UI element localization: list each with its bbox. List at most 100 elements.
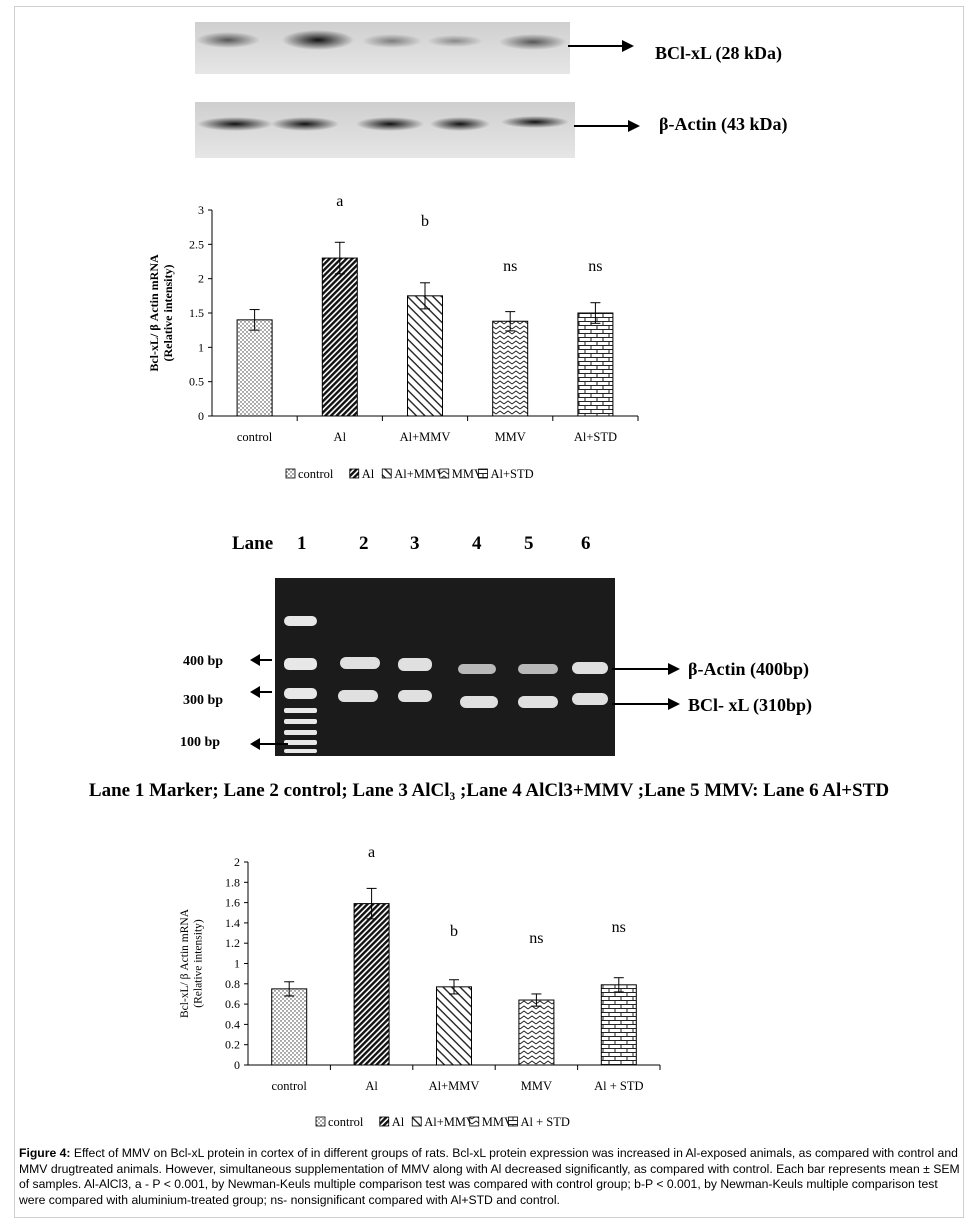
y-tick-label: 2	[198, 272, 204, 286]
caption-text: Effect of MMV on Bcl-xL protein in corte…	[19, 1146, 960, 1207]
blot-band	[427, 35, 483, 47]
caption-label: Figure 4:	[19, 1146, 71, 1160]
blot-band	[356, 117, 424, 131]
bclxl-blot-label: BCl-xL (28 kDa)	[655, 43, 782, 64]
bclxl-arrowhead	[622, 40, 634, 52]
y-tick-label: 2.5	[189, 237, 204, 251]
marker-label-300: 300 bp	[183, 693, 223, 708]
significance-label: ns	[612, 919, 626, 936]
legend-label: Al	[362, 467, 375, 481]
blot-band	[430, 117, 490, 131]
y-axis-label: Bcl-xL/ β Actin mRNA(Relative intensity)	[147, 254, 175, 372]
y-axis-label: Bcl-xL/ β Actin mRNA(Relative intensity)	[179, 908, 205, 1018]
y-tick-label: 0.4	[225, 1017, 240, 1031]
western-blot: BCl-xL (28 kDa) β-Actin (43 kDa)	[195, 22, 787, 158]
band-arrowhead	[668, 663, 680, 675]
blot-band	[499, 34, 567, 50]
bar	[271, 988, 308, 1066]
legend-label: Al+STD	[491, 467, 534, 481]
legend-swatch	[478, 468, 488, 479]
y-tick-label: 0.2	[225, 1038, 240, 1052]
legend-swatch	[379, 1116, 390, 1127]
pcr-gel: Lane 1 2 3 4 5 6	[180, 533, 812, 756]
lane-caption: Lane 1 Marker; Lane 2 control; Lane 3 Al…	[88, 780, 890, 801]
actin-arrowhead	[628, 120, 640, 132]
category-label: MMV	[495, 430, 526, 444]
marker-arrowhead	[250, 738, 260, 750]
legend-label: control	[298, 467, 334, 481]
significance-label: b	[450, 923, 458, 940]
significance-label: ns	[588, 258, 602, 275]
legend-label: Al + STD	[521, 1115, 570, 1129]
actin-band-label: β-Actin (400bp)	[688, 659, 809, 680]
legend-swatch	[285, 468, 296, 479]
bar	[518, 999, 555, 1066]
legend-swatch	[349, 468, 360, 479]
lane-number: 4	[472, 533, 482, 554]
actin-blot-label: β-Actin (43 kDa)	[659, 114, 787, 135]
bar	[353, 903, 390, 1066]
figure-frame	[14, 6, 964, 1218]
bar	[600, 984, 637, 1066]
category-label: MMV	[521, 1079, 552, 1093]
blot-band	[196, 32, 260, 48]
legend-label: Al	[392, 1115, 405, 1129]
category-label: Al+MMV	[429, 1079, 480, 1093]
marker-label-100: 100 bp	[180, 735, 220, 750]
bar-chart-1: 0 0.5 1 1.5 2 2.5 3 Bcl-xL/ β Actin mRNA(Relati…	[147, 193, 639, 481]
gel-image	[275, 578, 615, 756]
category-label: Al + STD	[594, 1079, 643, 1093]
legend-label: Al+MMV	[394, 467, 445, 481]
y-tick-label: 0.6	[225, 997, 240, 1011]
legend-swatch	[469, 1116, 480, 1127]
category-label: control	[237, 430, 273, 444]
y-tick-label: 1.6	[225, 896, 240, 910]
bar	[492, 320, 529, 417]
band-arrowhead	[668, 698, 680, 710]
legend-swatch	[411, 1116, 422, 1127]
significance-label: ns	[529, 930, 543, 947]
significance-label: a	[336, 193, 343, 210]
legend-swatch	[315, 1116, 326, 1127]
significance-label: ns	[503, 258, 517, 275]
significance-label: a	[368, 844, 375, 861]
marker-ladder	[284, 616, 317, 753]
category-label: Al	[334, 430, 347, 444]
category-label: control	[271, 1079, 307, 1093]
bclxl-blot-membrane	[195, 22, 570, 74]
y-tick-label: 2	[234, 855, 240, 869]
y-tick-label: 1.8	[225, 875, 240, 889]
lane-number: 5	[524, 533, 534, 554]
y-tick-label: 0	[234, 1058, 240, 1072]
y-tick-label: 1.2	[225, 936, 240, 950]
category-label: Al+MMV	[400, 430, 451, 444]
blot-band	[197, 117, 273, 131]
lane-number: 3	[410, 533, 420, 554]
y-tick-label: 3	[198, 203, 204, 217]
bar	[436, 986, 472, 1066]
y-tick-label: 1.5	[189, 306, 204, 320]
y-tick-label: 0.5	[189, 375, 204, 389]
blot-band	[271, 117, 339, 131]
marker-arrowhead	[250, 686, 260, 698]
y-tick-label: 1	[234, 957, 240, 971]
y-tick-label: 0	[198, 409, 204, 423]
legend-label: control	[328, 1115, 364, 1129]
lane-number: 2	[359, 533, 369, 554]
blot-band	[282, 30, 354, 50]
legend-swatch	[381, 468, 392, 479]
blot-band	[501, 116, 569, 128]
legend-label: Al+MMV	[424, 1115, 475, 1129]
bar	[407, 295, 443, 417]
category-label: Al	[365, 1079, 378, 1093]
bar-chart-2: 0 0.2 0.4 0.6 0.8 1 1.2 1.4 1.6 1.8 2 Bcl-xL/ β Act…	[179, 844, 661, 1129]
legend-label: MMV	[452, 467, 483, 481]
gel-bands	[338, 657, 608, 708]
y-tick-label: 1.4	[225, 916, 240, 930]
lane-header: Lane	[232, 533, 273, 554]
legend-swatch	[508, 1116, 518, 1127]
marker-label-400: 400 bp	[183, 654, 223, 669]
y-tick-label: 0.8	[225, 977, 240, 991]
lane-number: 6	[581, 533, 591, 554]
